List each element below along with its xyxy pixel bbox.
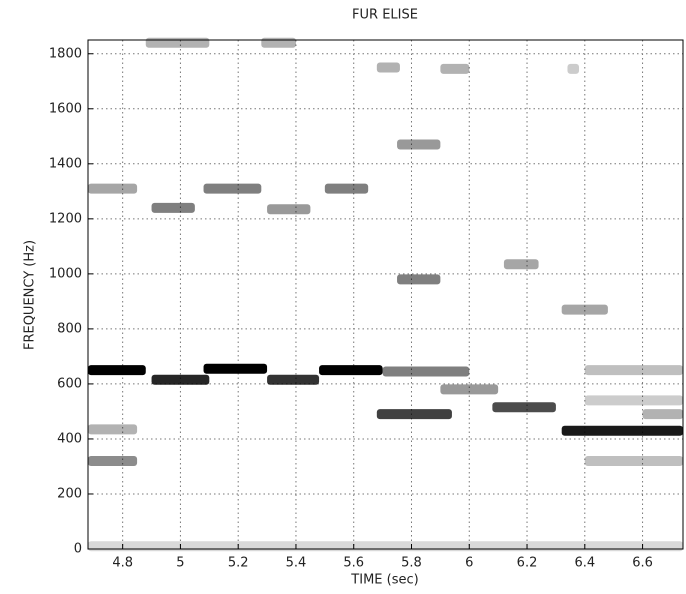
spectral-band bbox=[440, 384, 499, 395]
x-tick-label: 5.8 bbox=[401, 556, 422, 571]
spectral-band bbox=[642, 409, 683, 420]
spectral-band bbox=[145, 37, 210, 48]
spectral-band bbox=[261, 37, 296, 48]
y-tick-label: 1400 bbox=[49, 156, 82, 171]
spectral-band bbox=[567, 63, 580, 74]
spectral-band bbox=[376, 409, 452, 420]
spectral-band bbox=[382, 366, 470, 377]
spectral-band bbox=[88, 424, 138, 435]
spectral-band bbox=[492, 402, 556, 413]
y-tick-label: 1600 bbox=[49, 101, 82, 116]
spectral-band bbox=[324, 183, 369, 194]
y-axis-label: FREQUENCY (Hz) bbox=[23, 240, 38, 350]
spectral-band bbox=[203, 183, 262, 194]
spectral-band bbox=[88, 183, 138, 194]
spectral-band bbox=[151, 374, 210, 385]
x-tick-label: 5.4 bbox=[286, 556, 307, 571]
x-axis-label: TIME (sec) bbox=[350, 573, 418, 588]
spectral-band bbox=[561, 304, 608, 315]
x-tick-label: 6.6 bbox=[632, 556, 653, 571]
spectral-band bbox=[88, 541, 683, 552]
spectral-band bbox=[561, 425, 683, 436]
x-tick-label: 5 bbox=[176, 556, 184, 571]
y-tick-label: 600 bbox=[57, 376, 82, 391]
spectral-band bbox=[151, 202, 195, 213]
spectral-band bbox=[203, 363, 268, 374]
y-tick-label: 1000 bbox=[49, 266, 82, 281]
spectral-band bbox=[503, 259, 539, 270]
y-tick-label: 800 bbox=[57, 321, 82, 336]
spectral-band bbox=[584, 365, 683, 376]
chart-title: FUR ELISE bbox=[352, 8, 418, 23]
spectral-band bbox=[397, 274, 441, 285]
spectral-band bbox=[319, 365, 383, 376]
spectral-band bbox=[88, 365, 146, 376]
y-tick-label: 0 bbox=[74, 542, 82, 557]
spectral-band bbox=[397, 139, 441, 150]
spectral-band bbox=[267, 204, 311, 215]
spectral-band bbox=[584, 395, 683, 406]
spectral-band bbox=[88, 455, 138, 466]
x-tick-label: 6.4 bbox=[574, 556, 595, 571]
x-tick-label: 5.6 bbox=[343, 556, 364, 571]
y-tick-label: 200 bbox=[57, 486, 82, 501]
spectral-band bbox=[440, 63, 470, 74]
spectral-band bbox=[584, 455, 683, 466]
y-tick-label: 1800 bbox=[49, 46, 82, 61]
spectral-band bbox=[376, 62, 400, 73]
spectral-band bbox=[267, 374, 320, 385]
y-tick-label: 400 bbox=[57, 431, 82, 446]
y-tick-label: 1200 bbox=[49, 211, 82, 226]
x-tick-label: 6 bbox=[465, 556, 473, 571]
plot-frame bbox=[87, 39, 684, 550]
x-tick-label: 6.2 bbox=[517, 556, 538, 571]
x-tick-label: 4.8 bbox=[112, 556, 133, 571]
x-tick-label: 5.2 bbox=[228, 556, 249, 571]
